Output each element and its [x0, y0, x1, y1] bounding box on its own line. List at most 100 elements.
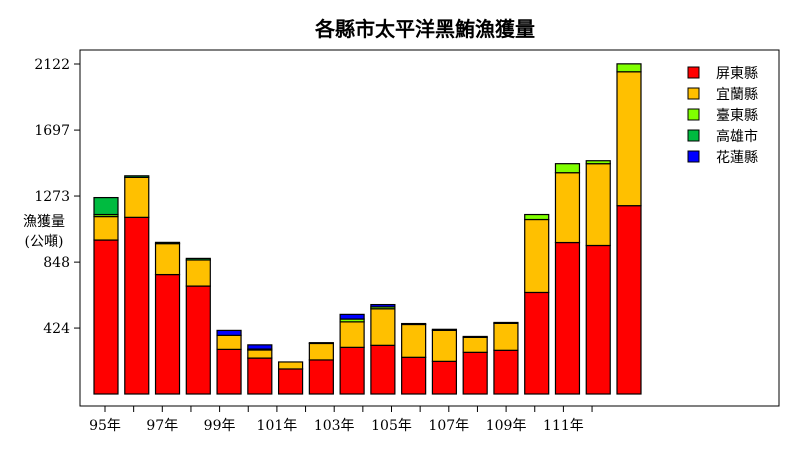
bar-segment-宜蘭縣	[124, 176, 150, 218]
x-tick-label: 101年	[257, 418, 298, 434]
bar-segment-宜蘭縣	[401, 323, 427, 358]
y-tick-label: 1273	[34, 189, 70, 205]
bar-segment-屏東縣	[277, 368, 304, 395]
bar-segment-屏東縣	[431, 360, 458, 395]
bar-stack-111年	[585, 160, 611, 395]
bar-segment-屏東縣	[524, 291, 550, 395]
x-tick-label: 99年	[204, 418, 236, 434]
bar-segment-高雄市	[493, 321, 519, 324]
bar-stack-112年	[616, 63, 642, 395]
bar-stack-97年	[154, 241, 181, 395]
bar-segment-高雄市	[401, 322, 427, 326]
x-tick-label: 103年	[314, 418, 355, 434]
plot-frame	[79, 49, 780, 407]
bar-stack-104年	[370, 303, 396, 395]
bar-segment-宜蘭縣	[370, 308, 396, 346]
bar-segment-高雄市	[462, 335, 488, 338]
bar-segment-高雄市	[154, 241, 181, 245]
bar-segment-屏東縣	[124, 216, 150, 395]
y-axis-label-line1: 漁獲量	[23, 214, 65, 230]
bar-segment-宜蘭縣	[585, 163, 611, 247]
bar-segment-屏東縣	[585, 244, 611, 395]
x-tick-label: 97年	[146, 418, 178, 434]
bar-segment-屏東縣	[216, 348, 242, 395]
bar-segment-臺東縣	[524, 213, 550, 221]
bar-segment-花蓮縣	[339, 313, 365, 320]
bar-segment-屏東縣	[308, 359, 334, 395]
bar-segment-臺東縣	[554, 163, 581, 174]
bar-segment-屏東縣	[93, 239, 119, 395]
legend-label: 高雄市	[716, 128, 758, 145]
legend-swatch	[687, 87, 700, 100]
legend-swatch	[687, 129, 700, 142]
y-tick-label: 2122	[34, 57, 70, 73]
bar-segment-宜蘭縣	[431, 329, 458, 362]
bar-stack-98年	[185, 257, 211, 395]
legend-label: 臺東縣	[716, 108, 758, 124]
bar-segment-宜蘭縣	[554, 172, 581, 244]
bar-segment-花蓮縣	[216, 329, 242, 336]
bar-stack-110年	[554, 163, 581, 395]
bar-stack-102年	[308, 342, 334, 395]
bar-stack-101年	[277, 361, 304, 395]
bar-stack-105年	[401, 322, 427, 395]
bar-segment-宜蘭縣	[185, 259, 211, 287]
bar-segment-花蓮縣	[247, 344, 273, 350]
y-tick-label: 424	[43, 321, 70, 337]
bar-segment-屏東縣	[185, 285, 211, 395]
bar-stack-106年	[431, 328, 458, 395]
bar-stack-109年	[524, 213, 550, 395]
bar-segment-花蓮縣	[370, 303, 396, 308]
x-tick-label: 111年	[543, 418, 584, 434]
x-tick-label: 105年	[371, 418, 412, 434]
bar-stack-95年	[93, 196, 119, 395]
x-tick-label: 109年	[486, 418, 527, 434]
bar-segment-宜蘭縣	[462, 336, 488, 353]
bar-segment-宜蘭縣	[308, 342, 334, 361]
bar-segment-高雄市	[93, 196, 119, 216]
chart-title: 各縣市太平洋黑鮪漁獲量	[314, 17, 535, 41]
bar-segment-屏東縣	[554, 241, 581, 395]
y-tick-label: 1697	[34, 123, 70, 139]
bar-segment-高雄市	[431, 328, 458, 331]
bar-segment-臺東縣	[616, 63, 642, 73]
bar-segment-高雄市	[124, 175, 150, 178]
bar-segment-宜蘭縣	[216, 334, 242, 350]
bar-segment-屏東縣	[247, 357, 273, 395]
legend-label: 宜蘭縣	[716, 87, 758, 103]
bar-stack-107年	[462, 335, 488, 395]
bar-segment-臺東縣	[585, 160, 611, 165]
bar-segment-宜蘭縣	[524, 218, 550, 294]
bar-segment-高雄市	[308, 342, 334, 345]
x-tick-label: 107年	[428, 418, 469, 434]
bar-segment-高雄市	[185, 257, 211, 261]
bar-stack-99年	[216, 329, 242, 395]
bar-segment-屏東縣	[493, 349, 519, 395]
legend-swatch	[687, 108, 700, 121]
legend-swatch	[687, 150, 700, 163]
bar-segment-屏東縣	[462, 351, 488, 395]
bar-segment-宜蘭縣	[616, 71, 642, 207]
bar-segment-屏東縣	[370, 344, 396, 395]
x-tick-label: 95年	[89, 418, 121, 434]
bar-segment-宜蘭縣	[493, 322, 519, 351]
bar-segment-宜蘭縣	[247, 349, 273, 359]
bar-segment-宜蘭縣	[277, 361, 304, 370]
bar-segment-宜蘭縣	[93, 215, 119, 241]
legend-swatch	[687, 66, 700, 79]
bar-segment-宜蘭縣	[154, 243, 181, 276]
y-tick-label: 848	[43, 255, 70, 271]
bar-stack-96年	[124, 175, 150, 395]
legend-label: 花蓮縣	[716, 150, 758, 166]
bar-segment-屏東縣	[401, 356, 427, 395]
bar-segment-屏東縣	[616, 205, 642, 395]
bar-stack-100年	[247, 344, 273, 395]
bar-stack-103年	[339, 313, 365, 395]
bar-segment-屏東縣	[339, 346, 365, 395]
bar-segment-宜蘭縣	[339, 321, 365, 348]
bar-segment-屏東縣	[154, 273, 181, 395]
legend-label: 屏東縣	[716, 66, 758, 82]
bar-stack-108年	[493, 321, 519, 395]
